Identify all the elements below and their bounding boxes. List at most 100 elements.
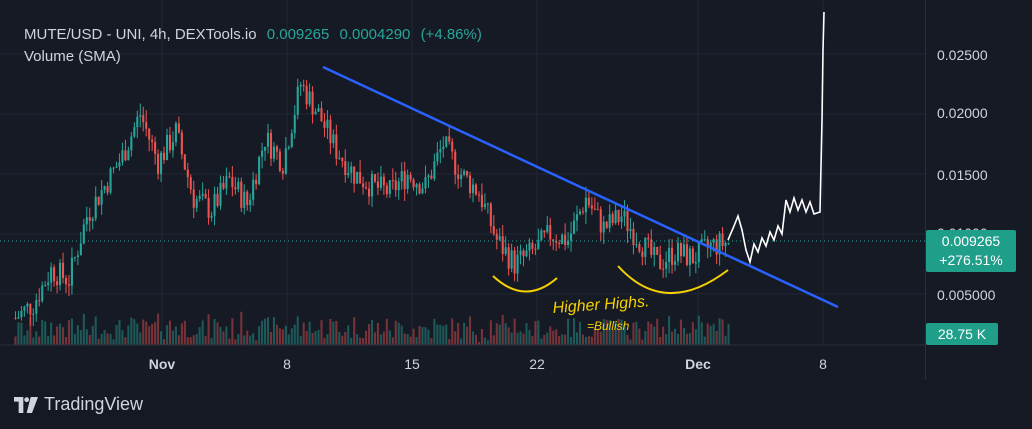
tradingview-logo[interactable]: TradingView [14,394,143,415]
candle-body [626,210,629,232]
volume-bar [620,319,623,345]
candle-body [249,199,252,205]
candle-body [139,115,142,117]
candle-body [679,242,683,257]
candle-body [281,170,284,174]
volume-bar [463,322,466,345]
price-axis-svg: 0.02500 0.02000 0.01500 0.01000 0.005000 [937,47,996,303]
volume-bar [457,322,460,345]
volume-bar [700,322,703,345]
candle-body [394,180,397,191]
volume-bar [724,335,727,345]
volume-bar [106,333,109,345]
volume-bar [581,334,584,345]
volume-bar [347,325,350,345]
legend-indicator[interactable]: Volume (SMA) [24,48,121,65]
volume-bar [195,333,198,345]
candle-body [272,146,275,159]
candle-body [605,221,608,228]
volume-bar [311,332,314,345]
candle-body [296,86,299,115]
candle-body [269,132,273,159]
candle-body [436,152,439,162]
candle-body [287,147,290,149]
candle-body [549,225,552,240]
candle-body [581,211,584,213]
volume-bar [578,321,582,345]
candle-body [329,119,332,144]
candle-body [412,179,415,188]
volume-bar [186,337,189,345]
candle-body [133,127,136,137]
time-tick-15: 15 [404,356,420,372]
volume-bar [284,325,287,345]
volume-bar [561,334,564,345]
candle-body [246,191,249,205]
volume-bar [641,339,644,345]
volume-bar [118,320,121,345]
candle-body [41,285,44,302]
volume-bar [231,318,234,345]
volume-bar [97,338,100,345]
candle-body [682,244,685,257]
volume-bar [662,326,665,345]
volume-bar [112,339,115,345]
candle-body [118,162,121,167]
candle-body [498,236,501,240]
candle-body [186,169,189,178]
candle-body [332,134,335,144]
candle-body [17,317,20,319]
volume-bar [439,325,442,345]
volume-bar [50,322,53,345]
volume-bar [650,323,653,345]
volume-bar [659,337,662,345]
volume-bar [23,335,26,345]
volume-bar [35,331,38,345]
candle-body [127,150,130,161]
volume-bar [418,325,421,345]
price-chart[interactable]: Higher Highs. =Bullish Nov 8 15 22 Dec 8 [0,0,925,380]
volume-bar [335,320,338,345]
volume-bar [379,334,382,345]
volume-bar [516,332,519,345]
volume-bar [317,329,320,345]
volume-bar [222,331,225,345]
candle-body [240,181,243,208]
volume-bar [237,334,240,345]
cup-arc-right [617,265,729,294]
candle-body [222,182,225,189]
volume-bar [252,333,255,345]
volume-bar [427,329,430,345]
annotation-bullish: =Bullish [587,319,630,333]
price-axis[interactable]: 0.02500 0.02000 0.01500 0.01000 0.005000 [925,0,1032,380]
candle-body [382,176,385,186]
volume-bar [471,331,475,345]
volume-bar [168,320,172,345]
volume-bar [549,326,552,345]
candle-body [617,209,620,223]
candle-body [326,119,329,128]
time-tick-22: 22 [529,356,545,372]
volume-bar [492,335,495,345]
chart-pane[interactable]: Higher Highs. =Bullish Nov 8 15 22 Dec 8 [0,0,925,380]
volume-bar [397,322,400,345]
volume-bar [564,334,567,345]
volume-bar [421,327,424,345]
volume-bar [507,327,510,345]
candle-body [519,250,522,255]
volume-bar [519,331,522,345]
volume-bar [391,337,394,345]
volume-bar [61,327,65,345]
volume-bar [587,336,590,345]
volume-bar [145,321,148,345]
candle-body [558,242,561,245]
candle-body [608,214,611,228]
volume-bar [171,330,174,345]
volume-bar [240,311,243,345]
volume-bar [198,327,201,345]
candle-body [546,225,549,233]
candle-body [148,128,151,140]
volume-bar [365,330,368,345]
volume-bar [430,338,433,345]
legend-symbol[interactable]: MUTE/USD - UNI, 4h, DEXTools.io [24,26,257,43]
